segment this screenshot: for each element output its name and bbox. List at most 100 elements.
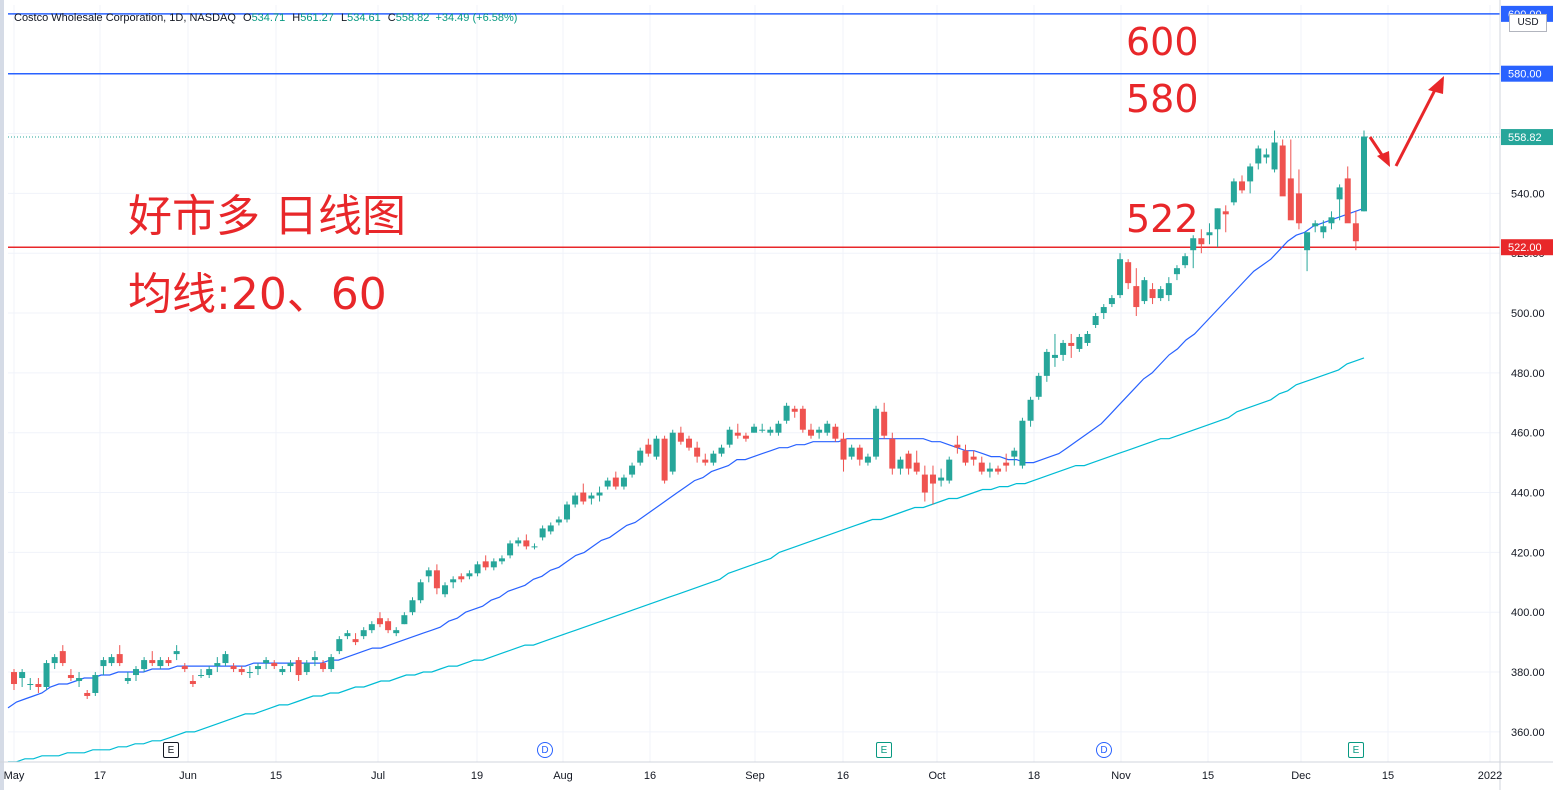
candle-body xyxy=(27,684,34,686)
candle-body xyxy=(702,459,709,463)
candle-body xyxy=(287,663,294,667)
candle-body xyxy=(604,480,611,487)
candle-body xyxy=(1100,307,1107,314)
candle-body xyxy=(539,528,546,538)
price-tick-label: 380.00 xyxy=(1511,667,1545,679)
candle-body xyxy=(864,456,871,463)
candle-body xyxy=(19,672,26,679)
price-label-522.00: 522.00 xyxy=(1508,242,1542,254)
price-tick-label: 420.00 xyxy=(1511,547,1545,559)
event-marker-d[interactable]: D xyxy=(1096,742,1112,758)
time-tick-label: Jun xyxy=(179,770,197,782)
symbol-name: Costco Wholesale Corporation, 1D, NASDAQ xyxy=(14,12,236,24)
candle-body xyxy=(433,570,440,589)
time-tick-label: 18 xyxy=(1028,770,1040,782)
candle-body xyxy=(1035,375,1042,397)
candle-body xyxy=(1271,142,1278,170)
candle-body xyxy=(515,540,522,544)
candle-body xyxy=(132,669,139,676)
candle-body xyxy=(751,426,758,433)
candle-body xyxy=(929,474,936,484)
candle-body xyxy=(425,570,432,577)
candle-body xyxy=(442,585,449,595)
candle-body xyxy=(1255,148,1262,164)
candle-body xyxy=(11,672,17,685)
event-marker-e[interactable]: E xyxy=(1348,742,1364,758)
candle-body xyxy=(417,582,424,601)
candle-body xyxy=(523,540,530,547)
candle-body xyxy=(840,438,847,460)
event-marker-d[interactable]: D xyxy=(537,742,553,758)
candle-body xyxy=(43,663,50,687)
candle-body xyxy=(832,426,839,439)
candle-body xyxy=(116,654,123,664)
candle-body xyxy=(84,692,91,696)
annotation-600: 600 xyxy=(1126,20,1199,64)
price-axis[interactable]: 360.00 380.00 400.00 420.00 440.00 460.00 480.… xyxy=(1499,0,1553,790)
price-label-box xyxy=(1501,239,1553,256)
candle-body xyxy=(921,474,928,493)
candle-body xyxy=(1320,226,1327,233)
candles xyxy=(11,130,1367,699)
up-arrow-line xyxy=(1394,85,1439,167)
close-label: C xyxy=(387,12,396,24)
candle-body xyxy=(1214,208,1221,230)
candle-body xyxy=(1092,316,1099,326)
candle-body xyxy=(694,447,701,457)
candle-body xyxy=(124,678,131,682)
symbol-legend: Costco Wholesale Corporation, 1D, NASDAQ… xyxy=(14,12,517,24)
candle-body xyxy=(311,657,318,661)
event-marker-e[interactable]: E xyxy=(163,742,179,758)
currency-button[interactable]: USD xyxy=(1509,14,1547,32)
candle-body xyxy=(686,438,692,448)
candle-body xyxy=(710,453,717,463)
low-label: L xyxy=(340,12,348,24)
candle-body xyxy=(1230,181,1237,203)
price-tick-label: 500.00 xyxy=(1511,308,1545,320)
ma60-line xyxy=(8,357,1365,763)
candle-body xyxy=(368,624,375,631)
grid xyxy=(0,0,1500,790)
candle-body xyxy=(303,663,310,673)
candle-body xyxy=(1287,178,1294,221)
time-tick-label: 16 xyxy=(837,770,849,782)
time-tick-label: Jul xyxy=(371,770,385,782)
candle-body xyxy=(807,429,814,436)
candle-body xyxy=(344,633,351,637)
candle-body xyxy=(1019,420,1026,466)
price-tick-label: 400.00 xyxy=(1511,607,1545,619)
candle-body xyxy=(718,447,725,454)
candle-body xyxy=(970,456,977,460)
annotation-title: 好市多 日线图 xyxy=(128,191,406,242)
time-axis[interactable]: May 17 Jun 15 Jul 19 Aug 16 Sep 16 Oct 18 Nov 15 Dec 15… xyxy=(0,761,1553,782)
close-value: 558.82 xyxy=(395,12,430,24)
candle-body xyxy=(547,525,554,532)
candle-body xyxy=(1352,223,1359,242)
open-value: 534.71 xyxy=(251,12,286,24)
up-arrow-head xyxy=(1428,76,1444,94)
candle-body xyxy=(295,660,302,676)
open-label: O xyxy=(243,12,252,24)
candle-body xyxy=(149,660,156,664)
candle-body xyxy=(897,459,904,469)
candle-body xyxy=(360,630,367,637)
time-tick-label: 17 xyxy=(94,770,106,782)
candle-body xyxy=(767,429,774,433)
candle-body xyxy=(279,669,286,673)
time-tick-label: 15 xyxy=(1202,770,1214,782)
candle-body xyxy=(336,639,343,652)
event-marker-e[interactable]: E xyxy=(876,742,892,758)
candle-body xyxy=(775,423,782,433)
time-tick-label: 16 xyxy=(644,770,656,782)
price-label-box xyxy=(1501,65,1553,82)
candle-body xyxy=(1182,256,1189,266)
change-value: +34.49 (+6.58%) xyxy=(435,12,518,24)
candle-body xyxy=(995,468,1002,472)
candle-body xyxy=(141,660,148,670)
candle-body xyxy=(1247,166,1254,182)
candle-body xyxy=(726,429,733,445)
candle-body xyxy=(173,651,180,655)
candle-body xyxy=(962,450,969,463)
time-tick-label: Dec xyxy=(1291,770,1311,782)
